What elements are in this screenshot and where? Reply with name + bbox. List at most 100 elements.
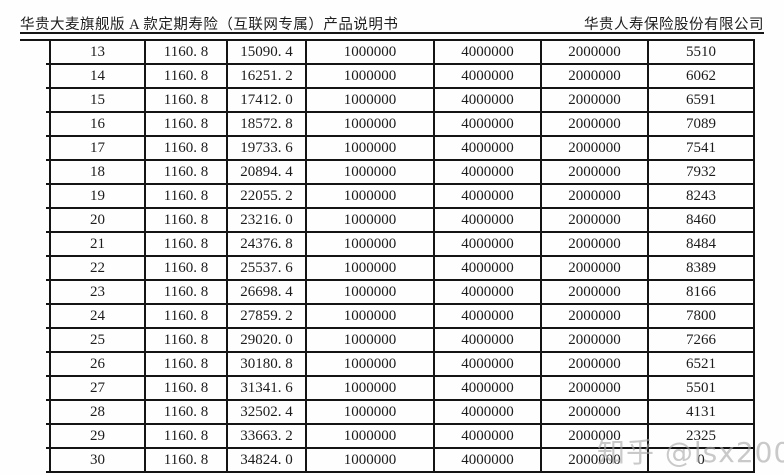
table-cell: 7800 [686, 308, 716, 324]
table-cell: 0 [697, 452, 705, 468]
table-cell: 1000000 [343, 188, 397, 204]
table-cell: 27 [90, 380, 105, 396]
table-cell: 1160. 8 [163, 116, 209, 132]
table-cell: 1000000 [343, 308, 397, 324]
table-cell: 31341. 6 [240, 380, 293, 396]
table-cell: 1160. 8 [163, 188, 209, 204]
table-cell: 18 [90, 164, 105, 180]
table-cell: 1000000 [343, 116, 397, 132]
table-cell: 29 [90, 428, 105, 444]
table-cell: 4000000 [461, 380, 514, 396]
table-cell: 1160. 8 [163, 260, 209, 276]
table-cell: 8484 [686, 236, 716, 252]
table-cell: 15 [90, 92, 105, 108]
table-cell: 2000000 [568, 164, 621, 180]
table-row: 30 1160. 8 34824. 0 1000000 4000000 2000000 0 [46, 449, 755, 473]
table-cell: 34824. 0 [240, 452, 293, 468]
table-row: 19 1160. 8 22055. 2 1000000 4000000 2000000 82… [46, 185, 755, 209]
table-cell: 33663. 2 [240, 428, 293, 444]
table-cell: 1000000 [343, 428, 397, 444]
table-cell: 1160. 8 [163, 140, 209, 156]
table-cell: 8389 [686, 260, 716, 276]
table-cell: 7266 [686, 332, 716, 348]
table-cell: 23 [90, 284, 105, 300]
table-cell: 7089 [686, 116, 716, 132]
table-cell: 1160. 8 [163, 404, 209, 420]
table-cell: 22 [90, 260, 105, 276]
table-cell: 4000000 [461, 452, 514, 468]
table-cell: 6062 [686, 68, 716, 84]
table-row: 23 1160. 8 26698. 4 1000000 4000000 2000000 81… [46, 281, 755, 305]
table-cell: 16 [90, 116, 105, 132]
table-row: 18 1160. 8 20894. 4 1000000 4000000 2000000 79… [46, 161, 755, 185]
table-cell: 1000000 [343, 452, 397, 468]
table-cell: 1160. 8 [163, 452, 209, 468]
table-cell: 26 [90, 356, 105, 372]
table-cell: 13 [90, 44, 105, 60]
table-cell: 21 [90, 236, 105, 252]
table-cell: 4000000 [461, 284, 514, 300]
header-product-title: 华贵大麦旗舰版 A 款定期寿险（互联网专属）产品说明书 [20, 17, 399, 33]
table-cell: 4000000 [461, 428, 514, 444]
table-cell: 4000000 [461, 140, 514, 156]
table-cell: 20 [90, 212, 105, 228]
table-cell: 2000000 [568, 428, 621, 444]
table-cell: 1000000 [343, 164, 397, 180]
table-cell: 2000000 [568, 188, 621, 204]
table-cell: 1160. 8 [163, 92, 209, 108]
table-cell: 2000000 [568, 308, 621, 324]
table-cell: 19 [90, 188, 105, 204]
table-cell: 30 [90, 452, 105, 468]
table-row: 28 1160. 8 32502. 4 1000000 4000000 2000000 41… [46, 401, 755, 425]
table-cell: 1000000 [343, 380, 397, 396]
table-cell: 1000000 [343, 212, 397, 228]
table-cell: 7541 [686, 140, 716, 156]
table-cell: 1160. 8 [163, 68, 209, 84]
table-cell: 2000000 [568, 68, 621, 84]
table-cell: 1000000 [343, 236, 397, 252]
table-row: 22 1160. 8 25537. 6 1000000 4000000 2000000 83… [46, 257, 755, 281]
table-cell: 2000000 [568, 380, 621, 396]
table-cell: 24376. 8 [240, 236, 293, 252]
table-cell: 1160. 8 [163, 308, 209, 324]
table-row: 13 1160. 8 15090. 4 1000000 4000000 2000000 55… [46, 41, 755, 65]
table-cell: 2000000 [568, 260, 621, 276]
table-row: 26 1160. 8 30180. 8 1000000 4000000 2000000 65… [46, 353, 755, 377]
table-row: 21 1160. 8 24376. 8 1000000 4000000 2000000 84… [46, 233, 755, 257]
table-cell: 7932 [686, 164, 716, 180]
table-cell: 1160. 8 [163, 236, 209, 252]
table-cell: 1160. 8 [163, 212, 209, 228]
table-cell: 23216. 0 [240, 212, 293, 228]
table-row: 17 1160. 8 19733. 6 1000000 4000000 2000000 75… [46, 137, 755, 161]
table-cell: 2000000 [568, 236, 621, 252]
table-row: 20 1160. 8 23216. 0 1000000 4000000 2000000 84… [46, 209, 755, 233]
table-cell: 5501 [686, 380, 716, 396]
table-cell: 4000000 [461, 92, 514, 108]
table-cell: 19733. 6 [240, 140, 293, 156]
table-cell: 8166 [686, 284, 716, 300]
table-cell: 17 [90, 140, 105, 156]
table-cell: 4000000 [461, 356, 514, 372]
table-cell: 8460 [686, 212, 716, 228]
table-cell: 17412. 0 [240, 92, 293, 108]
table-cell: 25 [90, 332, 105, 348]
table-cell: 27859. 2 [240, 308, 293, 324]
table-cell: 1160. 8 [163, 44, 209, 60]
table-cell: 1160. 8 [163, 380, 209, 396]
table-cell: 2000000 [568, 404, 621, 420]
table-cell: 2000000 [568, 332, 621, 348]
table-cell: 2000000 [568, 140, 621, 156]
table-row: 24 1160. 8 27859. 2 1000000 4000000 2000000 78… [46, 305, 755, 329]
table-cell: 1000000 [343, 404, 397, 420]
table-row: 14 1160. 8 16251. 2 1000000 4000000 2000000 60… [46, 65, 755, 89]
table-cell: 25537. 6 [240, 260, 293, 276]
table-row: 16 1160. 8 18572. 8 1000000 4000000 2000000 70… [46, 113, 755, 137]
table-cell: 1160. 8 [163, 332, 209, 348]
table-cell: 15090. 4 [240, 44, 293, 60]
table-cell: 1000000 [343, 44, 397, 60]
table-cell: 4131 [686, 404, 716, 420]
table-cell: 4000000 [461, 308, 514, 324]
table-cell: 24 [90, 308, 105, 324]
table-cell: 4000000 [461, 236, 514, 252]
table-cell: 1000000 [343, 140, 397, 156]
